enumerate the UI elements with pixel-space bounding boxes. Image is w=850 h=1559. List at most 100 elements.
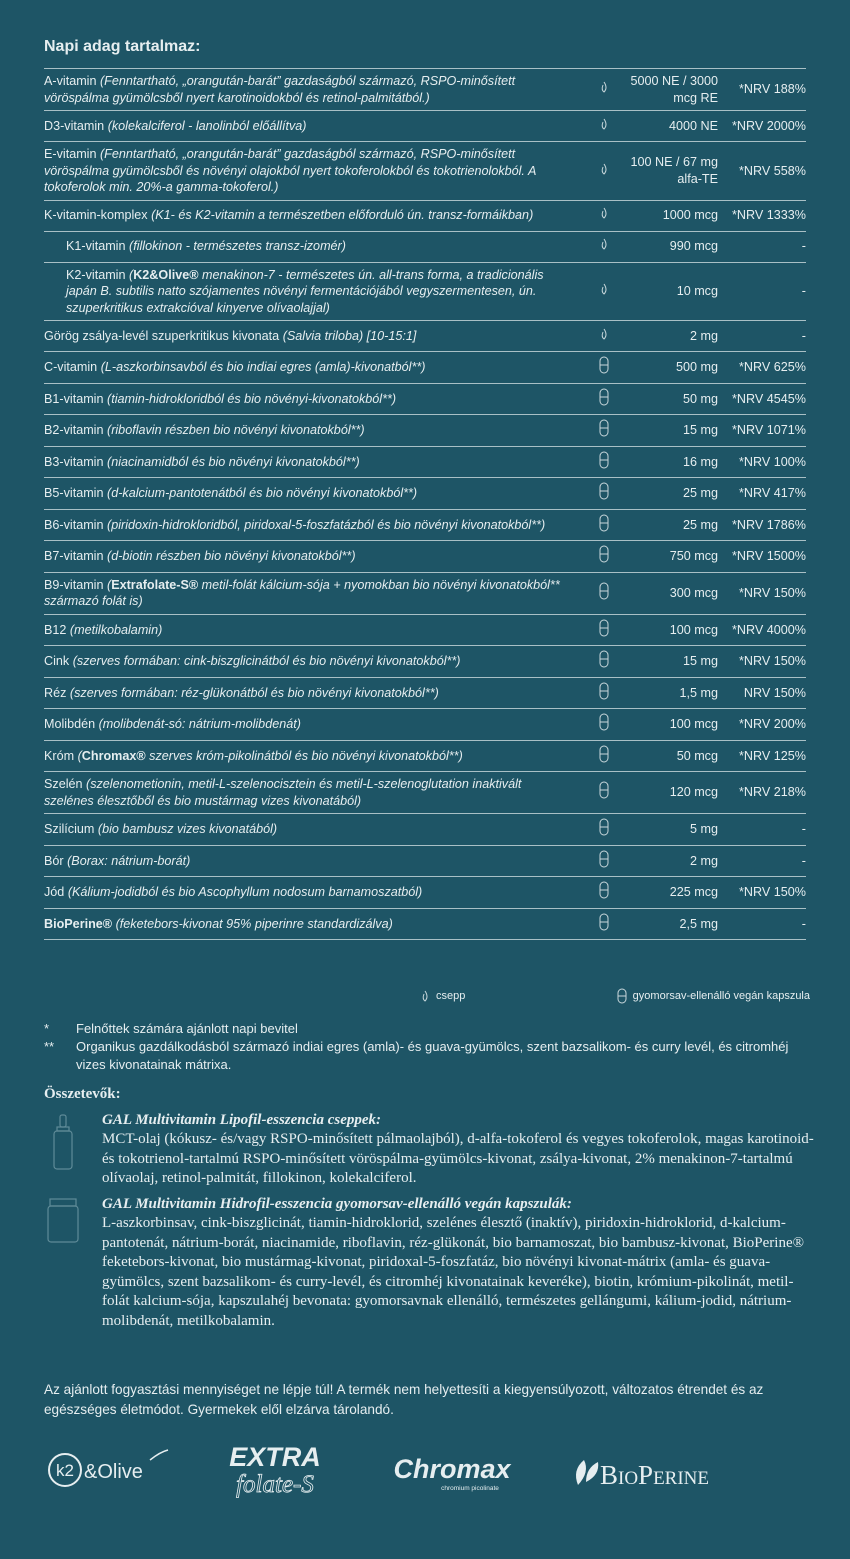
legend: csepp gyomorsav-ellenálló vegán kapszula (420, 988, 810, 1004)
nrv: *NRV 1071% (722, 414, 806, 446)
amount: 50 mcg (624, 739, 722, 772)
nrv: NRV 150% (722, 676, 806, 709)
ingredient-body: GAL Multivitamin Hidrofil-esszencia gyom… (102, 1195, 814, 1332)
nutrient-name: B3-vitamin (44, 454, 104, 469)
nutrient-table: A-vitamin (Fenntartható, „orangután-bará… (44, 68, 806, 940)
nutrient-name: B1-vitamin (44, 391, 104, 406)
nutrient-name: Szilícium (44, 822, 95, 836)
table-row: C-vitamin (L-aszkorbinsavból és bio indi… (44, 351, 806, 383)
icon-cell (584, 508, 624, 541)
icon-cell (584, 477, 624, 509)
icon-cell (584, 813, 624, 845)
drop-icon (601, 81, 607, 93)
footnote-text: Felnőttek számára ajánlott napi bevitel (76, 1021, 298, 1036)
amount: 15 mg (624, 645, 722, 677)
name-cell: B6-vitamin (piridoxin-hidrokloridból, pi… (44, 508, 584, 541)
capsule-icon (599, 913, 609, 930)
footnotes: * Felnőttek számára ajánlott napi bevitel… (44, 1020, 804, 1074)
capsule-icon (599, 619, 609, 636)
footnote: * Felnőttek számára ajánlott napi bevitel (44, 1020, 804, 1038)
amount: 1,5 mg (624, 676, 722, 709)
brand: Extrafolate-S® (111, 577, 199, 592)
legend-capsule: gyomorsav-ellenálló vegán kapszula (617, 988, 810, 1004)
icon-cell (584, 320, 624, 352)
capsule-icon (599, 388, 609, 405)
amount: 2,5 mg (624, 907, 722, 940)
amount: 100 mcg (624, 613, 722, 646)
table-row: B6-vitamin (piridoxin-hidrokloridból, pi… (44, 508, 806, 541)
table-row: Jód (Kálium-jodidból és bio Ascophyllum … (44, 876, 806, 908)
table-row: K-vitamin-komplex (K1- és K2-vitamin a t… (44, 199, 806, 231)
amount: 750 mcg (624, 540, 722, 572)
brand: BioPerine® (44, 916, 113, 931)
nutrient-desc: (niacinamidból és bio növényi kivonatokb… (107, 454, 360, 469)
bottle-icon (53, 1113, 73, 1170)
drop-icon (601, 118, 607, 130)
capsule-icon (599, 682, 609, 699)
capsule-icon (599, 781, 609, 799)
nrv: - (722, 230, 806, 262)
ingredient-text: MCT-olaj (kókusz- és/vagy RSPO-minősítet… (102, 1131, 814, 1186)
icon-cell (584, 445, 624, 478)
icon-cell (584, 645, 624, 677)
name-cell: Szelén (szelenometionin, metil-L-szeleno… (44, 771, 584, 814)
icon-cell (584, 230, 624, 262)
name-cell: B1-vitamin (tiamin-hidrokloridból és bio… (44, 382, 584, 415)
nutrient-desc: (K2&Olive® menakinon-7 - természetes ún.… (66, 268, 544, 315)
nutrient-desc: (molibdenát-só: nátrium-molibdenát) (98, 717, 301, 731)
amount: 100 mcg (624, 708, 722, 740)
desc-text: metil-folát kálcium-sója + nyomokban bio… (44, 577, 560, 609)
nutrient-name: B5-vitamin (44, 486, 104, 500)
ingredient-text: L-aszkorbinsav, cink-biszglicinát, tiami… (102, 1215, 805, 1329)
nutrient-desc: (Borax: nátrium-borát) (67, 853, 191, 868)
nutrient-desc: (K1- és K2-vitamin a természetben előfor… (151, 208, 534, 223)
capsule-icon (599, 545, 609, 563)
nutrient-name: Jód (44, 885, 65, 899)
table-row: B2-vitamin (riboflavin részben bio növén… (44, 414, 806, 446)
nutrient-desc: (d-kalcium-pantotenátból és bio növényi … (107, 486, 418, 500)
ingredients-title: Összetevők: (44, 1086, 121, 1102)
amount: 120 mcg (624, 771, 722, 814)
logos: k2 &Olive EXTRA folate-S Chromax chromiu… (48, 1442, 709, 1498)
capsule-icon (599, 850, 609, 867)
table-row: B12 (metilkobalamin) 100 mcg *NRV 4000% (44, 613, 806, 646)
nutrient-desc: (Fenntartható, „orangután-barát” gazdasá… (44, 147, 536, 194)
legend-text: csepp (436, 990, 466, 1002)
nutrient-desc: (szerves formában: cink-biszglicinátból … (72, 654, 461, 668)
name-cell: Molibdén (molibdenát-só: nátrium-molibde… (44, 708, 584, 740)
icon-cell (584, 708, 624, 740)
table-row: BioPerine® (feketebors-kivonat 95% piper… (44, 907, 806, 940)
table-row: D3-vitamin (kolekalciferol - lanolinból … (44, 110, 806, 142)
nrv: *NRV 1500% (722, 540, 806, 572)
nutrient-desc: (szerves formában: réz-glükonátból és bi… (69, 685, 439, 700)
footnote-mark: * (44, 1021, 50, 1036)
name-cell: K-vitamin-komplex (K1- és K2-vitamin a t… (44, 199, 584, 231)
drop-icon (601, 163, 607, 175)
nutrient-desc: (d-biotin részben bio növényi kivonatokb… (107, 549, 356, 563)
drop-icon (601, 238, 607, 250)
nrv: *NRV 558% (722, 141, 806, 200)
table-row: Szelén (szelenometionin, metil-L-szeleno… (44, 771, 806, 814)
capsule-icon (599, 419, 609, 437)
icon-cell (584, 141, 624, 200)
nutrient-name: Bór (44, 853, 64, 868)
brand: K2&Olive® (133, 267, 199, 282)
paren: ( (77, 748, 82, 763)
icon-cell (584, 382, 624, 415)
nutrient-desc: (piridoxin-hidrokloridból, piridoxal-5-f… (107, 517, 546, 532)
table-row: Cink (szerves formában: cink-biszgliciná… (44, 645, 806, 677)
drop-icon (601, 207, 607, 219)
icon-cell (584, 676, 624, 709)
capsule-icon (599, 514, 609, 531)
drop-icon (422, 990, 428, 1002)
amount: 2 mg (624, 844, 722, 877)
amount: 1000 mcg (624, 199, 722, 231)
legend-text: gyomorsav-ellenálló vegán kapszula (632, 990, 810, 1002)
nutrient-name: B12 (44, 622, 67, 637)
icon-cell (584, 613, 624, 646)
nutrient-desc: (Chromax® szerves króm-pikolinátból és b… (78, 749, 463, 763)
logo-chromax: Chromax chromium picolinate (393, 1454, 511, 1492)
nrv: - (722, 813, 806, 845)
jar-icon (47, 1197, 79, 1243)
nrv: - (722, 907, 806, 940)
